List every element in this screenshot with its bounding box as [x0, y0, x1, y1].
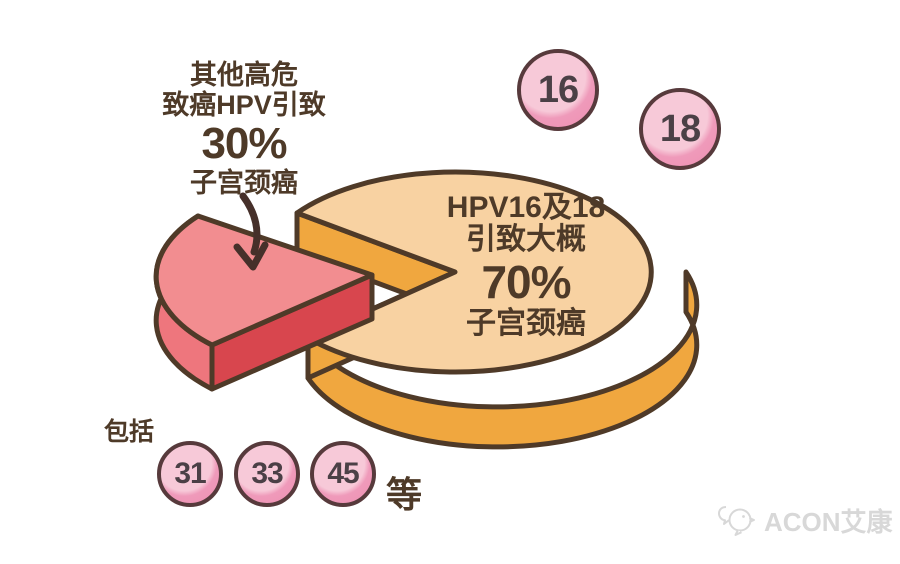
- annotation-30-block: 其他高危 致癌HPV引致 30% 子宫颈癌: [118, 60, 370, 198]
- include-label: 包括: [104, 418, 155, 446]
- annotation-30-line2: 致癌HPV引致: [162, 90, 326, 120]
- pie-70-line1: HPV16及18: [446, 191, 606, 224]
- pie-70-label-block: HPV16及18 引致大概 70% 子宫颈癌: [396, 192, 656, 340]
- watermark-text: ACON艾康: [764, 507, 893, 537]
- ball-number: 31: [174, 457, 206, 490]
- pie-70-line3: 子宫颈癌: [466, 307, 586, 340]
- ball-number: 16: [537, 68, 579, 111]
- arrow-head-icon: [233, 241, 269, 271]
- etc-label: 等: [386, 474, 423, 515]
- pie-70-percent: 70%: [481, 256, 571, 308]
- annotation-30-percent: 30%: [201, 119, 287, 168]
- arrow-icon: [239, 192, 261, 256]
- ball-number: 45: [327, 457, 359, 490]
- ball-number: 18: [659, 107, 701, 150]
- hpv-type-ball-18: 18: [639, 88, 721, 170]
- ball-number: 33: [251, 457, 283, 490]
- acon-logo-icon: [718, 505, 755, 536]
- pie-70-line2: 引致大概: [466, 223, 586, 256]
- annotation-30-line3: 子宫颈癌: [190, 168, 298, 198]
- pie-70-rim: [305, 269, 700, 450]
- hpv-type-ball-33: 33: [234, 441, 300, 507]
- slice-30-top-face: [153, 213, 375, 348]
- pie-70-top-face: [294, 169, 654, 375]
- watermark: ACON艾康: [716, 502, 893, 539]
- hpv-type-ball-31: 31: [157, 441, 223, 507]
- hpv-type-ball-16: 16: [517, 49, 599, 131]
- annotation-30-line1: 其他高危: [190, 60, 298, 90]
- hpv-type-ball-45: 45: [310, 441, 376, 507]
